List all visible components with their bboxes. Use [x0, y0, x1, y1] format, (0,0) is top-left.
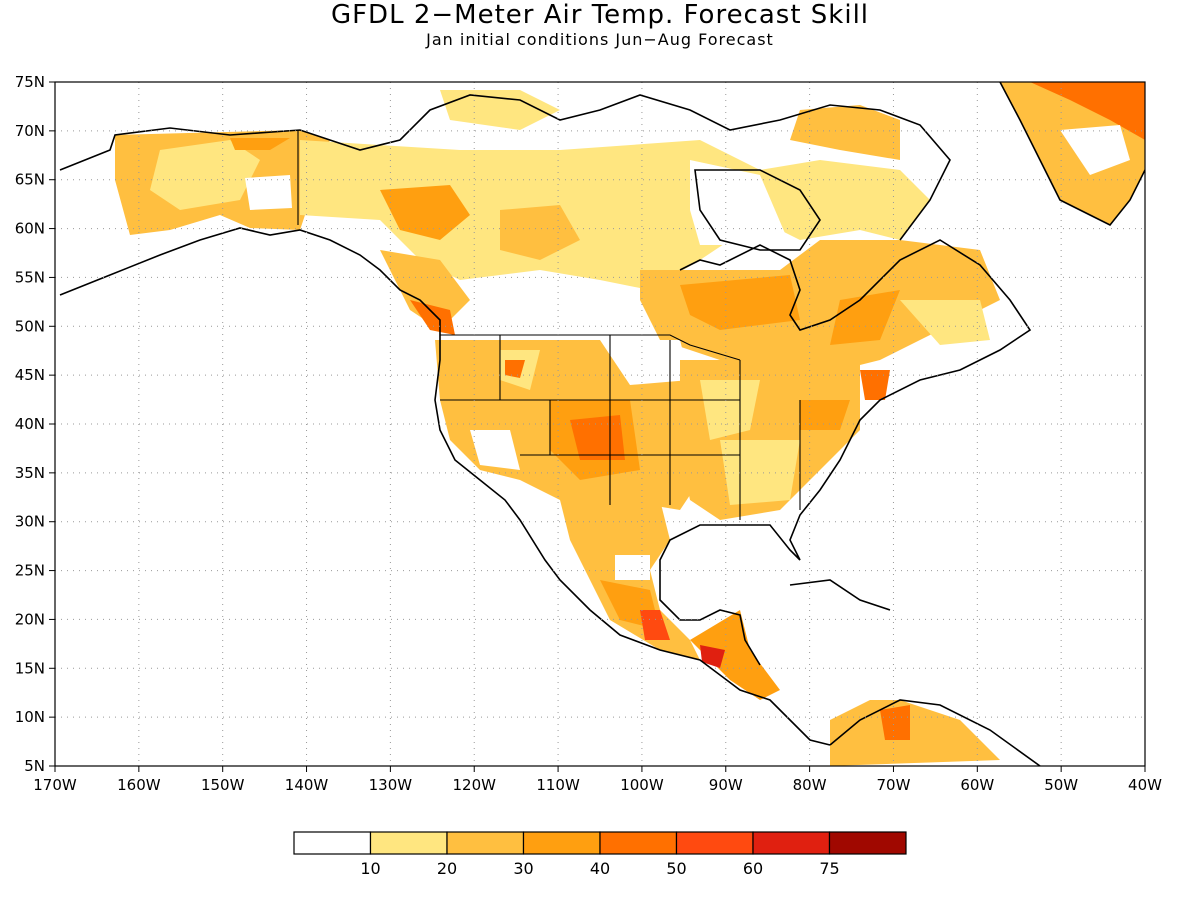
- legend-swatch: [828, 831, 907, 855]
- lat-tick-label: 5N: [24, 757, 45, 775]
- lat-tick-label: 20N: [15, 610, 45, 628]
- axis-labels: 170W 160W 150W 140W 130W 120W 110W 100W 90W 80W 70…: [15, 73, 1162, 794]
- lat-tick-label: 10N: [15, 708, 45, 726]
- lon-tick-label: 60W: [960, 776, 994, 794]
- lat-tick-label: 25N: [15, 562, 45, 580]
- lon-tick-label: 90W: [709, 776, 743, 794]
- lat-tick-label: 60N: [15, 220, 45, 238]
- lon-tick-label: 170W: [33, 776, 77, 794]
- lat-tick-label: 70N: [15, 122, 45, 140]
- lon-tick-label: 150W: [201, 776, 245, 794]
- lon-tick-label: 110W: [536, 776, 580, 794]
- lat-tick-label: 65N: [15, 171, 45, 189]
- legend-label: 30: [513, 859, 533, 878]
- legend-swatch: [369, 831, 448, 855]
- legend-swatch: [599, 831, 678, 855]
- lon-tick-label: 100W: [620, 776, 664, 794]
- axis-ticks: [49, 81, 1146, 772]
- lat-tick-label: 50N: [15, 317, 45, 335]
- legend-swatch: [675, 831, 754, 855]
- legend-label: 50: [666, 859, 686, 878]
- skill-shading: [115, 82, 1145, 766]
- lon-tick-label: 130W: [369, 776, 413, 794]
- legend-label: 10: [360, 859, 380, 878]
- gridlines: [55, 82, 1145, 766]
- legend-swatch: [522, 831, 601, 855]
- lat-tick-label: 35N: [15, 464, 45, 482]
- lon-tick-label: 70W: [877, 776, 911, 794]
- lat-tick-label: 15N: [15, 659, 45, 677]
- map-subtitle: Jan initial conditions Jun−Aug Forecast: [426, 30, 774, 49]
- coastlines: [59, 82, 1145, 766]
- lon-tick-label: 120W: [452, 776, 496, 794]
- lat-tick-label: 40N: [15, 415, 45, 433]
- lat-tick-label: 45N: [15, 366, 45, 384]
- lon-tick-label: 40W: [1128, 776, 1162, 794]
- lon-tick-label: 160W: [117, 776, 161, 794]
- map-title: GFDL 2−Meter Air Temp. Forecast Skill: [330, 0, 870, 30]
- lon-tick-label: 80W: [793, 776, 827, 794]
- legend-label: 60: [743, 859, 763, 878]
- lon-tick-label: 50W: [1044, 776, 1078, 794]
- lat-tick-label: 75N: [15, 73, 45, 91]
- lat-tick-label: 30N: [15, 513, 45, 531]
- legend-label: 20: [437, 859, 457, 878]
- legend-swatch: [752, 831, 831, 855]
- lat-tick-label: 55N: [15, 268, 45, 286]
- legend-label: 75: [819, 859, 839, 878]
- political-borders: [297, 130, 801, 520]
- lon-tick-label: 140W: [285, 776, 329, 794]
- legend-swatch: [293, 831, 372, 855]
- legend-colorbar: 10 20 30 40 50 60 75: [293, 831, 907, 878]
- legend-swatch: [446, 831, 525, 855]
- legend-label: 40: [590, 859, 610, 878]
